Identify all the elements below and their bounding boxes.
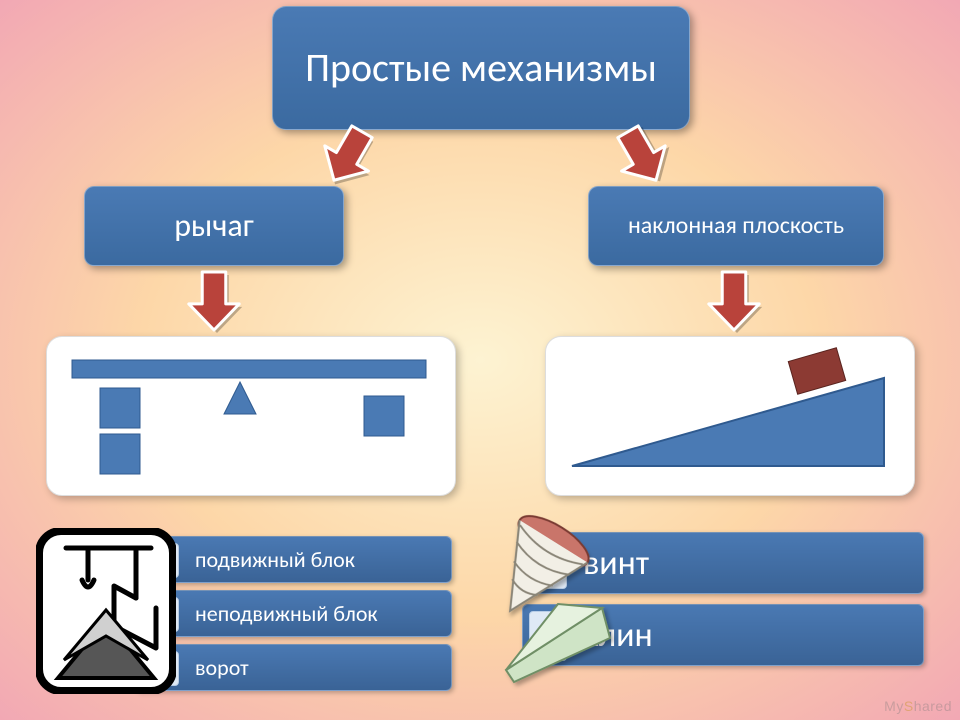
panel-lever (46, 336, 456, 496)
stage: Простые механизмы рычаг наклонная плоско… (0, 0, 960, 720)
branch-incline-label: наклонная плоскость (628, 213, 844, 239)
title-box: Простые механизмы (272, 6, 690, 130)
branch-lever-label: рычаг (174, 208, 254, 243)
branch-lever: рычаг (84, 186, 344, 266)
lever-sub-label: ворот (195, 654, 249, 681)
crane-icon (36, 528, 176, 694)
lever-sub-label: подвижный блок (195, 546, 355, 573)
watermark: MyShared (884, 698, 952, 714)
lever-sub-label: неподвижный блок (195, 600, 378, 627)
lever-sub-item: ворот (134, 644, 452, 691)
panel-incline (545, 336, 915, 496)
lever-sub-item: неподвижный блок (134, 590, 452, 637)
lever-sub-item: подвижный блок (134, 536, 452, 583)
title-text: Простые механизмы (305, 46, 657, 90)
wedge-icon (498, 600, 618, 690)
branch-incline: наклонная плоскость (588, 186, 884, 266)
